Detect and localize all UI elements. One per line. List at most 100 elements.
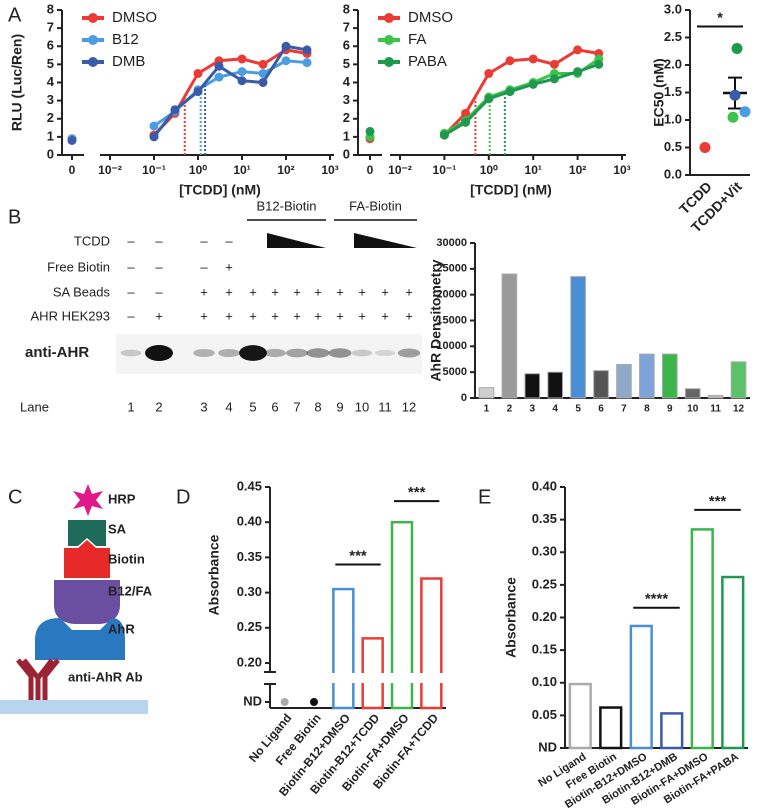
y-tick-label: 0.35 bbox=[532, 511, 557, 526]
row-mark: + bbox=[358, 284, 366, 299]
lane-number: 5 bbox=[249, 399, 256, 414]
sa-icon bbox=[68, 520, 106, 546]
legend-swatch bbox=[384, 35, 394, 45]
bar bbox=[721, 575, 745, 750]
y-tick-label: 10000 bbox=[436, 340, 467, 352]
ahr-icon bbox=[35, 618, 125, 660]
x-tick-label: 9 bbox=[667, 404, 673, 415]
biotin-icon bbox=[64, 540, 110, 578]
significance-label: **** bbox=[645, 591, 669, 608]
y-tick-label: 8 bbox=[343, 1, 350, 16]
bar bbox=[629, 624, 653, 750]
y-tick-label: 0 bbox=[343, 146, 350, 161]
row-mark: – bbox=[225, 233, 233, 248]
blot-band bbox=[145, 345, 173, 361]
y-tick-label: 0.30 bbox=[532, 544, 557, 559]
lane-number: 12 bbox=[402, 399, 416, 414]
legend-label: PABA bbox=[408, 53, 447, 70]
row-mark: + bbox=[249, 308, 257, 323]
y-tick-label: ND bbox=[243, 693, 262, 708]
lane-number: 11 bbox=[378, 399, 392, 414]
y-tick-label: 5000 bbox=[443, 366, 467, 378]
panel-label: E bbox=[478, 486, 491, 508]
y-tick-label: 5 bbox=[343, 56, 350, 71]
y-tick-label: 0.05 bbox=[532, 707, 557, 722]
significance-label: *** bbox=[408, 484, 426, 501]
x-tick-label: 10⁰ bbox=[189, 163, 207, 177]
panel-label: B bbox=[8, 206, 21, 228]
panel-label: C bbox=[8, 486, 22, 508]
y-axis-label: EC50 (nM) bbox=[651, 58, 667, 126]
y-tick-label: 1 bbox=[47, 128, 54, 143]
antibody-icon bbox=[16, 658, 60, 700]
y-tick-label: 3 bbox=[343, 92, 350, 107]
legend-swatch bbox=[384, 57, 394, 67]
y-tick-label: 0.25 bbox=[237, 619, 262, 634]
x-tick-label: 10⁻¹ bbox=[433, 163, 457, 177]
y-tick-label: 2 bbox=[47, 110, 54, 125]
row-mark: – bbox=[127, 284, 135, 299]
x-tick-label: 10⁻¹ bbox=[142, 163, 166, 177]
row-mark: + bbox=[155, 308, 163, 323]
legend-swatch bbox=[88, 35, 98, 45]
diagram-label: B12/FA bbox=[108, 583, 153, 598]
y-tick-label: 1 bbox=[343, 128, 350, 143]
legend-swatch bbox=[88, 57, 98, 67]
blot-band bbox=[193, 349, 215, 357]
significance-label: *** bbox=[709, 493, 727, 510]
y-tick-label: 0.35 bbox=[237, 549, 262, 564]
x-tick-label: 4 bbox=[552, 404, 558, 415]
x-tick-label: 10³ bbox=[321, 163, 338, 177]
lane-number: 9 bbox=[336, 399, 343, 414]
bar bbox=[616, 363, 632, 399]
y-tick-label: 0.20 bbox=[532, 609, 557, 624]
y-tick-label: 4 bbox=[343, 74, 351, 89]
lane-number: 2 bbox=[155, 399, 162, 414]
y-tick-label: 2 bbox=[343, 110, 350, 125]
row-mark: – bbox=[127, 233, 135, 248]
blot-band bbox=[328, 348, 352, 358]
y-tick-label: 0.45 bbox=[237, 478, 262, 493]
lane-number: 8 bbox=[314, 399, 321, 414]
bar bbox=[690, 528, 714, 750]
bar bbox=[661, 353, 678, 399]
lane-number: 7 bbox=[293, 399, 300, 414]
x-tick-label: 10⁰ bbox=[480, 163, 498, 177]
bar bbox=[599, 706, 623, 750]
legend-label: FA bbox=[408, 31, 426, 48]
diagram-label: Biotin bbox=[108, 551, 145, 566]
y-tick-label: 7 bbox=[47, 20, 54, 35]
blot-band bbox=[218, 348, 240, 358]
data-point bbox=[739, 106, 751, 118]
blot-band bbox=[264, 348, 286, 358]
y-tick-label: 0.10 bbox=[532, 674, 557, 689]
nd-point bbox=[280, 698, 289, 706]
panel-label: A bbox=[8, 4, 22, 26]
y-tick-label: 0.15 bbox=[532, 642, 557, 657]
x-axis-label: [TCDD] (nM) bbox=[470, 182, 552, 198]
group-label: B12-Biotin bbox=[257, 198, 317, 213]
data-point bbox=[699, 142, 711, 153]
data-point bbox=[67, 136, 77, 145]
x-tick-label: 3 bbox=[530, 404, 536, 415]
bar bbox=[478, 387, 495, 399]
data-point bbox=[302, 58, 312, 68]
y-tick-label: 1.0 bbox=[664, 111, 682, 126]
y-tick-label: 4 bbox=[47, 74, 55, 89]
y-tick-label: 0.40 bbox=[532, 478, 557, 493]
row-mark: + bbox=[271, 308, 279, 323]
y-tick-label: 3 bbox=[47, 92, 54, 107]
row-mark: – bbox=[155, 233, 163, 248]
data-point bbox=[729, 89, 741, 101]
y-tick-label: 0.20 bbox=[237, 654, 262, 669]
y-tick-label: 0 bbox=[47, 146, 54, 161]
row-label: AHR HEK293 bbox=[31, 308, 110, 323]
plate bbox=[0, 700, 148, 714]
y-tick-label: 15000 bbox=[436, 314, 467, 326]
row-label: Free Biotin bbox=[47, 259, 110, 274]
legend-label: DMSO bbox=[408, 9, 453, 26]
series-line bbox=[443, 62, 600, 137]
row-mark: + bbox=[405, 308, 413, 323]
series-line bbox=[443, 48, 600, 137]
x-tick-label: 11 bbox=[710, 404, 721, 415]
